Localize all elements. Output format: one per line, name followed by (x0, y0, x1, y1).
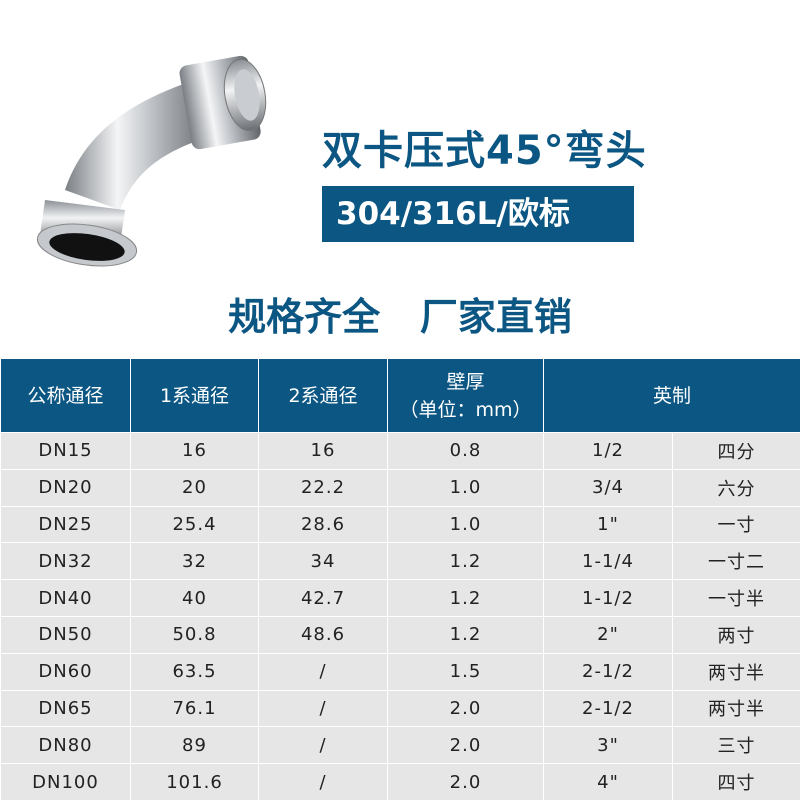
cell-series2: 42.7 (259, 580, 388, 617)
cell-nominal: DN25 (1, 506, 131, 543)
cell-series2: 34 (259, 543, 388, 580)
header-wall-unit: （单位：mm） (399, 399, 531, 421)
cell-series1: 101.6 (131, 764, 259, 801)
cell-nominal: DN50 (1, 616, 131, 653)
cell-imperial-cn: 两寸 (673, 616, 800, 653)
cell-series2: / (259, 764, 388, 801)
cell-wall: 1.0 (388, 469, 544, 506)
cell-imperial-cn: 两寸半 (673, 690, 800, 727)
cell-nominal: DN80 (1, 727, 131, 764)
cell-series2: 28.6 (259, 506, 388, 543)
header-wall: 壁厚 （单位：mm） (388, 359, 544, 433)
cell-series2: 22.2 (259, 469, 388, 506)
cell-imperial-inch: 2-1/2 (544, 690, 673, 727)
cell-nominal: DN15 (1, 433, 131, 470)
cell-series1: 25.4 (131, 506, 259, 543)
cell-imperial-cn: 四寸 (673, 764, 800, 801)
cell-imperial-inch: 2" (544, 616, 673, 653)
cell-imperial-inch: 3" (544, 727, 673, 764)
cell-wall: 1.2 (388, 580, 544, 617)
cell-wall: 1.2 (388, 616, 544, 653)
header-imperial: 英制 (544, 359, 800, 433)
cell-imperial-cn: 一寸 (673, 506, 800, 543)
product-title: 双卡压式45°弯头 (322, 118, 647, 176)
cell-series2: 16 (259, 433, 388, 470)
header-series1: 1系通径 (131, 359, 259, 433)
cell-imperial-cn: 三寸 (673, 727, 800, 764)
cell-imperial-cn: 一寸半 (673, 580, 800, 617)
slogan: 规格齐全 厂家直销 (0, 286, 800, 341)
cell-imperial-cn: 两寸半 (673, 653, 800, 690)
cell-nominal: DN20 (1, 469, 131, 506)
material-badge: 304/316L/欧标 (322, 186, 634, 242)
cell-series1: 76.1 (131, 690, 259, 727)
header-wall-title: 壁厚 (446, 371, 484, 393)
cell-imperial-cn: 六分 (673, 469, 800, 506)
cell-series1: 32 (131, 543, 259, 580)
header-nominal: 公称通径 (1, 359, 131, 433)
cell-wall: 2.0 (388, 690, 544, 727)
header-series2: 2系通径 (259, 359, 388, 433)
cell-series1: 20 (131, 469, 259, 506)
cell-wall: 0.8 (388, 433, 544, 470)
cell-imperial-inch: 1" (544, 506, 673, 543)
cell-imperial-inch: 2-1/2 (544, 653, 673, 690)
cell-imperial-inch: 1-1/2 (544, 580, 673, 617)
cell-series2: / (259, 653, 388, 690)
cell-series1: 63.5 (131, 653, 259, 690)
cell-wall: 1.0 (388, 506, 544, 543)
elbow-fitting-image (25, 40, 285, 290)
cell-wall: 2.0 (388, 727, 544, 764)
cell-nominal: DN60 (1, 653, 131, 690)
cell-series1: 50.8 (131, 616, 259, 653)
cell-nominal: DN65 (1, 690, 131, 727)
cell-nominal: DN40 (1, 580, 131, 617)
cell-series2: 48.6 (259, 616, 388, 653)
cell-imperial-inch: 1-1/4 (544, 543, 673, 580)
cell-wall: 1.2 (388, 543, 544, 580)
cell-nominal: DN100 (1, 764, 131, 801)
cell-imperial-cn: 四分 (673, 433, 800, 470)
cell-series1: 16 (131, 433, 259, 470)
cell-wall: 2.0 (388, 764, 544, 801)
cell-imperial-cn: 一寸二 (673, 543, 800, 580)
cell-series1: 40 (131, 580, 259, 617)
cell-series1: 89 (131, 727, 259, 764)
cell-wall: 1.5 (388, 653, 544, 690)
cell-nominal: DN32 (1, 543, 131, 580)
cell-series2: / (259, 727, 388, 764)
cell-imperial-inch: 1/2 (544, 433, 673, 470)
cell-series2: / (259, 690, 388, 727)
table-header-row: 公称通径 1系通径 2系通径 壁厚 （单位：mm） 英制 (1, 359, 800, 433)
cell-imperial-inch: 4" (544, 764, 673, 801)
cell-imperial-inch: 3/4 (544, 469, 673, 506)
